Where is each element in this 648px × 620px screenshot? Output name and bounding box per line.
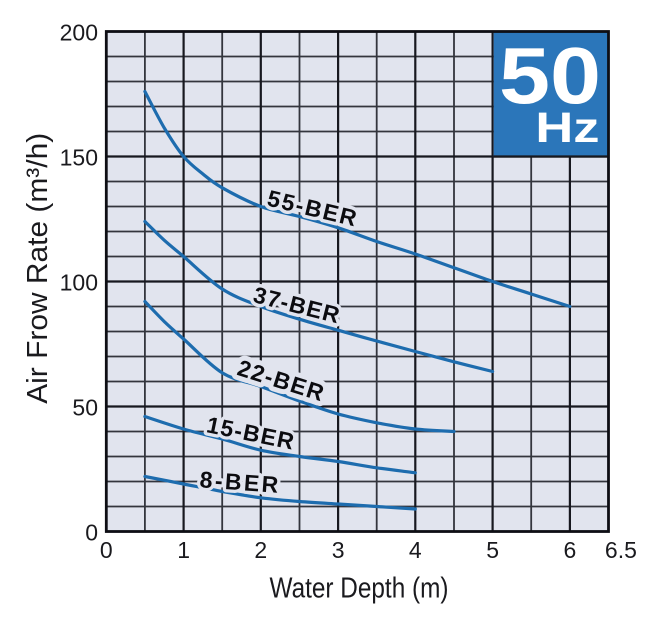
svg-text:6.5: 6.5 xyxy=(605,537,637,563)
svg-text:200: 200 xyxy=(60,20,98,46)
svg-text:Hz: Hz xyxy=(535,105,599,153)
svg-text:3: 3 xyxy=(332,537,345,563)
svg-text:50: 50 xyxy=(499,31,601,120)
svg-text:2: 2 xyxy=(254,537,267,563)
svg-text:0: 0 xyxy=(85,520,98,546)
svg-text:5: 5 xyxy=(486,537,499,563)
svg-text:1: 1 xyxy=(177,537,190,563)
svg-text:Air Frow Rate (m³/h): Air Frow Rate (m³/h) xyxy=(22,133,54,404)
svg-text:6: 6 xyxy=(564,537,577,563)
svg-text:Water Depth (m): Water Depth (m) xyxy=(270,573,449,605)
svg-text:4: 4 xyxy=(409,537,422,563)
svg-text:100: 100 xyxy=(60,270,98,296)
svg-text:50: 50 xyxy=(72,395,98,421)
svg-text:0: 0 xyxy=(100,537,113,563)
svg-text:150: 150 xyxy=(60,145,98,171)
